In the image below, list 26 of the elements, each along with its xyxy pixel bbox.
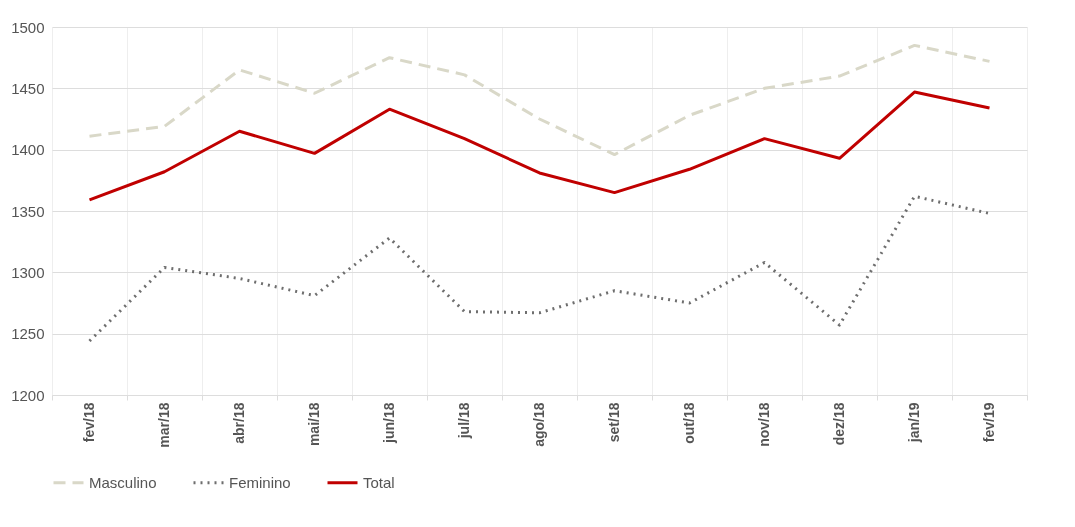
x-tick-label: jun/18: [381, 402, 397, 444]
line-series: [88, 90, 991, 202]
y-tick-label: 1400: [11, 141, 45, 159]
x-tick-label: set/18: [606, 402, 622, 443]
x-tick-label: fev/18: [81, 402, 97, 443]
x-tick-label: jan/19: [906, 402, 922, 444]
line-series: [88, 194, 991, 343]
legend-label: Masculino: [89, 473, 157, 491]
x-tick-label: out/18: [681, 402, 697, 444]
y-tick-label: 1350: [11, 202, 45, 220]
y-tick-label: 1300: [11, 263, 45, 281]
y-tick-label: 1250: [11, 325, 45, 343]
y-tick-label: 1450: [11, 79, 45, 97]
x-tick-label: ago/18: [531, 402, 547, 447]
x-tick-label: mai/18: [306, 402, 322, 447]
x-tick-label: mar/18: [156, 402, 172, 448]
y-tick-label: 1500: [11, 18, 45, 36]
x-tick-label: abr/18: [231, 402, 247, 444]
legend-label: Feminino: [229, 473, 291, 491]
x-tick-label: fev/19: [981, 402, 997, 443]
x-tick-label: jul/18: [456, 402, 472, 440]
legend-label: Total: [363, 473, 395, 491]
y-tick-label: 1200: [11, 386, 45, 404]
x-tick-label: nov/18: [756, 402, 772, 447]
line-series: [88, 43, 991, 157]
x-tick-label: dez/18: [831, 402, 847, 446]
